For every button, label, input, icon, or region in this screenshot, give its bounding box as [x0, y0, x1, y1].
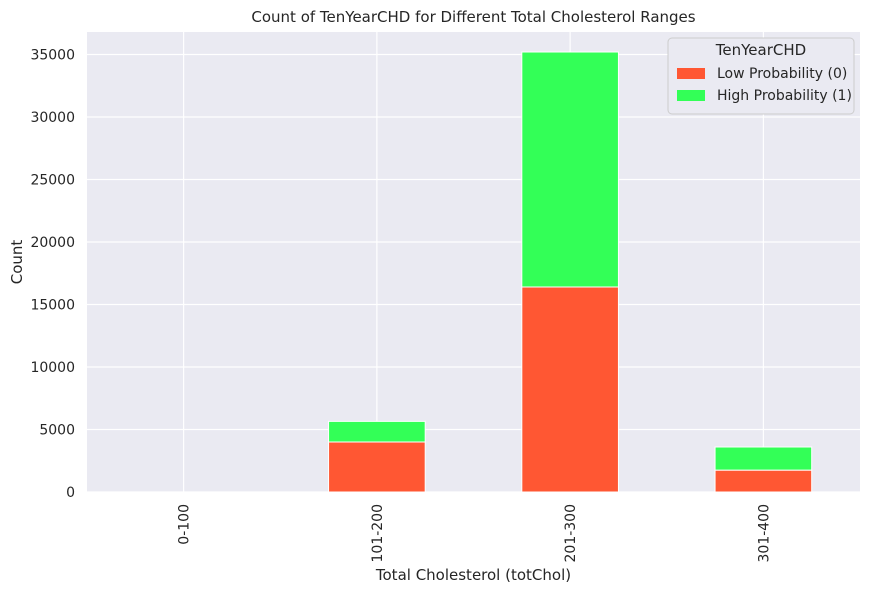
x-axis-ticks: 0-100 101-200 201-300 301-400: [177, 504, 773, 563]
y-tick-label: 35000: [30, 48, 75, 64]
legend: TenYearCHD Low Probability (0) High Proba…: [667, 37, 855, 115]
x-tick-label: 0-100: [177, 504, 193, 545]
y-tick-label: 20000: [30, 235, 75, 251]
legend-label: High Probability (1): [717, 88, 852, 104]
legend-swatch: [677, 68, 705, 79]
bar-101-200-series-1: [328, 420, 426, 443]
legend-swatch: [677, 90, 705, 101]
x-tick-label: 101-200: [370, 504, 386, 563]
y-tick-label: 25000: [30, 173, 75, 189]
bars: [328, 51, 813, 493]
y-tick-label: 5000: [39, 423, 75, 439]
bar-201-300-series-1: [521, 51, 619, 288]
y-tick-label: 0: [66, 485, 75, 501]
bar-101-200-series-0: [328, 441, 426, 493]
bar-201-300-series-0: [521, 286, 619, 493]
bar-301-400-series-1: [714, 446, 813, 471]
chart-title: Count of TenYearCHD for Different Total …: [251, 8, 695, 26]
legend-label: Low Probability (0): [717, 66, 847, 82]
bar-301-400-series-0: [714, 469, 813, 493]
legend-box: [667, 37, 855, 115]
y-tick-label: 30000: [30, 110, 75, 126]
x-axis-label: Total Cholesterol (totChol): [375, 566, 571, 584]
y-axis-ticks: 0 5000 10000 15000 20000 25000 30000 35000: [30, 48, 75, 502]
x-tick-label: 201-300: [563, 504, 579, 563]
legend-items: Low Probability (0) High Probability (1): [677, 66, 852, 104]
y-tick-label: 15000: [30, 298, 75, 314]
legend-title: TenYearCHD: [715, 41, 806, 59]
y-tick-label: 10000: [30, 360, 75, 376]
y-axis-label: Count: [8, 240, 26, 285]
x-tick-label: 301-400: [756, 504, 772, 563]
